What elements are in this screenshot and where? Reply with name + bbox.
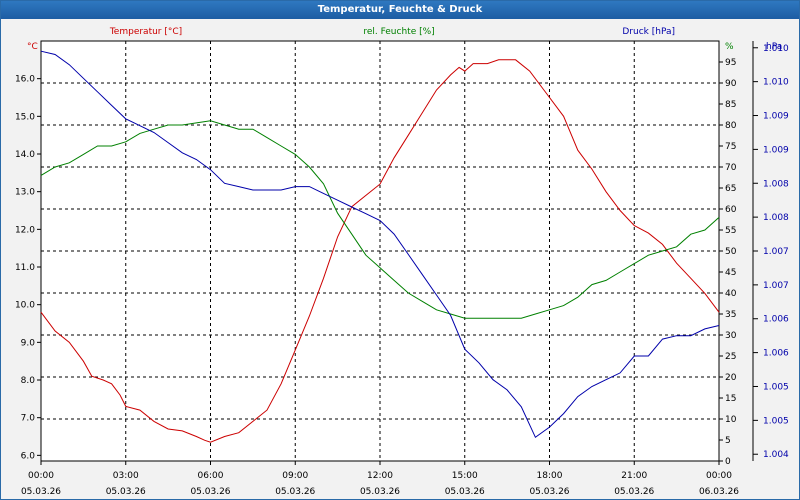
date-tick-label: 05.03.26 xyxy=(275,487,315,497)
time-tick-label: 18:00 xyxy=(537,471,563,481)
humidity-tick-label: 30 xyxy=(725,331,737,341)
grid-lines xyxy=(41,41,719,461)
pressure-tick-label: 1.005 xyxy=(763,416,789,426)
pressure-tick-label: 1.009 xyxy=(763,112,789,122)
pressure-tick-label: 1.005 xyxy=(763,382,789,392)
time-tick-label: 06:00 xyxy=(198,471,224,481)
pressure-tick-label: 1.006 xyxy=(763,349,789,359)
temp-tick-label: 10.0 xyxy=(15,301,35,311)
humidity-legend-label: rel. Feuchte [%] xyxy=(363,27,434,37)
temperature-axis: 6.0 7.0 8.0 9.0 10.0 11.0 12.0 13.0 14.0 15.0 16.0… xyxy=(15,42,41,461)
humidity-tick-label: 80 xyxy=(725,121,737,131)
series-line-humidity xyxy=(40,120,720,319)
pressure-tick-label: 1.008 xyxy=(763,179,789,189)
temp-tick-label: 8.0 xyxy=(21,376,36,386)
pressure-unit-label: hPa xyxy=(766,42,782,52)
pressure-tick-label: 1.010 xyxy=(763,78,789,88)
humidity-tick-label: 55 xyxy=(725,226,736,236)
temp-tick-label: 15.0 xyxy=(15,112,35,122)
pressure-tick-label: 1.006 xyxy=(763,315,789,325)
temperature-legend-label: Temperatur [°C] xyxy=(109,27,182,37)
temp-tick-label: 14.0 xyxy=(15,150,35,160)
series-line-pressure xyxy=(40,50,720,439)
humidity-tick-label: 25 xyxy=(725,352,736,362)
time-tick-label: 15:00 xyxy=(452,471,478,481)
humidity-tick-label: 75 xyxy=(725,142,736,152)
temp-tick-label: 6.0 xyxy=(21,451,36,461)
pressure-legend-label: Druck [hPa] xyxy=(622,27,675,37)
humidity-tick-label: 45 xyxy=(725,268,736,278)
date-tick-label: 05.03.26 xyxy=(21,487,61,497)
humidity-tick-label: 10 xyxy=(725,415,737,425)
humidity-tick-label: 85 xyxy=(725,100,736,110)
temp-tick-label: 13.0 xyxy=(15,188,35,198)
series-lines xyxy=(40,50,720,443)
time-tick-label: 12:00 xyxy=(367,471,393,481)
pressure-tick-label: 1.009 xyxy=(763,145,789,155)
pressure-tick-label: 1.007 xyxy=(763,247,789,257)
time-tick-label: 00:00 xyxy=(28,471,54,481)
humidity-tick-label: 50 xyxy=(725,247,737,257)
pressure-tick-label: 1.008 xyxy=(763,213,789,223)
date-tick-label: 06.03.26 xyxy=(699,487,739,497)
time-tick-label: 09:00 xyxy=(282,471,308,481)
humidity-tick-label: 15 xyxy=(725,394,736,404)
pressure-axis: 1.004 1.005 1.005 1.006 1.006 1.007 1.007 1.008… xyxy=(753,42,789,460)
humidity-axis: 0 5 10 15 20 25 30 35 40 45 50 55 60 65 70 75 80 85 90 95% xyxy=(719,41,754,467)
humidity-tick-label: 70 xyxy=(725,163,737,173)
time-axis: 00:00 05.03.26 03:00 05.03.26 06:00 05.03.26 0… xyxy=(21,461,739,497)
temp-tick-label: 12.0 xyxy=(15,225,35,235)
pressure-tick-label: 1.010 xyxy=(763,44,789,54)
time-tick-label: 00:00 xyxy=(706,471,732,481)
date-tick-label: 05.03.26 xyxy=(360,487,400,497)
date-tick-label: 05.03.26 xyxy=(445,487,485,497)
temp-tick-label: 11.0 xyxy=(15,263,35,273)
temp-tick-label: 16.0 xyxy=(15,75,35,85)
humidity-tick-label: 60 xyxy=(725,205,737,215)
humidity-tick-label: 0 xyxy=(725,457,731,467)
axis-labels: Temperatur [°C] rel. Feuchte [%] Druck [hP… xyxy=(109,27,675,37)
temp-unit-label: °C xyxy=(27,42,38,52)
humidity-tick-label: 65 xyxy=(725,184,736,194)
pressure-tick-label: 1.004 xyxy=(763,450,789,460)
date-tick-label: 05.03.26 xyxy=(614,487,654,497)
time-tick-label: 03:00 xyxy=(113,471,139,481)
humidity-tick-label: 20 xyxy=(725,373,737,383)
chart-title: Temperatur, Feuchte & Druck xyxy=(1,1,799,19)
humidity-tick-label: 5 xyxy=(725,436,731,446)
temp-tick-label: 7.0 xyxy=(21,414,36,424)
date-tick-label: 05.03.26 xyxy=(106,487,146,497)
series-line-temperature xyxy=(40,59,720,443)
date-tick-label: 05.03.26 xyxy=(529,487,569,497)
temp-tick-label: 9.0 xyxy=(21,338,36,348)
time-tick-label: 21:00 xyxy=(621,471,647,481)
humidity-unit-label: % xyxy=(725,42,734,52)
date-tick-label: 05.03.26 xyxy=(190,487,230,497)
pressure-tick-label: 1.007 xyxy=(763,281,789,291)
humidity-tick-label: 40 xyxy=(725,289,737,299)
humidity-tick-label: 35 xyxy=(725,310,736,320)
humidity-tick-label: 90 xyxy=(725,79,737,89)
humidity-tick-label: 95 xyxy=(725,58,736,68)
